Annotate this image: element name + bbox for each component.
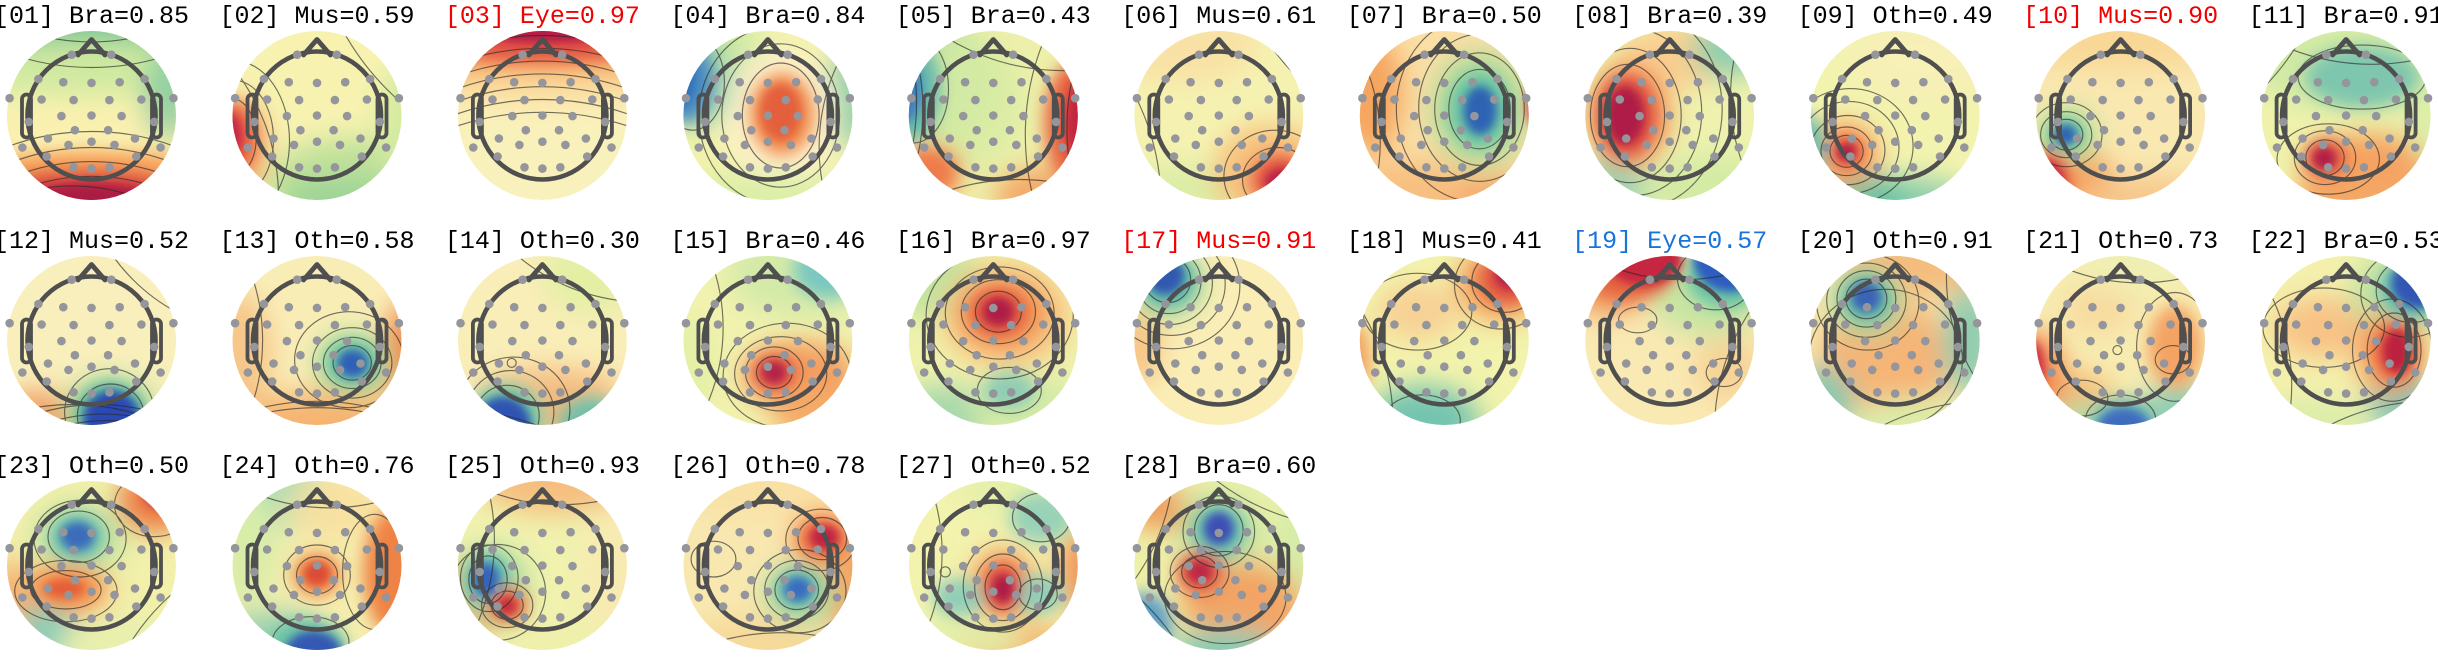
svg-text:[27] Oth=0.52: [27] Oth=0.52 (896, 452, 1091, 481)
svg-text:[08] Bra=0.39: [08] Bra=0.39 (1572, 2, 1767, 31)
svg-text:[28] Bra=0.60: [28] Bra=0.60 (1121, 452, 1316, 481)
svg-text:[15] Bra=0.46: [15] Bra=0.46 (670, 227, 865, 256)
svg-text:[18] Mus=0.41: [18] Mus=0.41 (1347, 227, 1542, 256)
svg-text:[26] Oth=0.78: [26] Oth=0.78 (670, 452, 865, 481)
svg-text:[25] Oth=0.93: [25] Oth=0.93 (445, 452, 640, 481)
svg-text:[03] Eye=0.97: [03] Eye=0.97 (445, 2, 640, 31)
svg-text:[16] Bra=0.97: [16] Bra=0.97 (896, 227, 1091, 256)
svg-text:[20] Oth=0.91: [20] Oth=0.91 (1798, 227, 1993, 256)
svg-text:[14] Oth=0.30: [14] Oth=0.30 (445, 227, 640, 256)
svg-text:[17] Mus=0.91: [17] Mus=0.91 (1121, 227, 1316, 256)
svg-text:[09] Oth=0.49: [09] Oth=0.49 (1798, 2, 1993, 31)
svg-text:[01] Bra=0.85: [01] Bra=0.85 (0, 2, 189, 31)
svg-text:[19] Eye=0.57: [19] Eye=0.57 (1572, 227, 1767, 256)
svg-text:[02] Mus=0.59: [02] Mus=0.59 (219, 2, 414, 31)
svg-text:[22] Bra=0.53: [22] Bra=0.53 (2249, 227, 2438, 256)
svg-text:[23] Oth=0.50: [23] Oth=0.50 (0, 452, 189, 481)
svg-text:[12] Mus=0.52: [12] Mus=0.52 (0, 227, 189, 256)
svg-text:[11] Bra=0.91: [11] Bra=0.91 (2249, 2, 2438, 31)
svg-text:[13] Oth=0.58: [13] Oth=0.58 (219, 227, 414, 256)
svg-text:[05] Bra=0.43: [05] Bra=0.43 (896, 2, 1091, 31)
svg-text:[04] Bra=0.84: [04] Bra=0.84 (670, 2, 865, 31)
svg-text:[21] Oth=0.73: [21] Oth=0.73 (2023, 227, 2218, 256)
svg-text:[07] Bra=0.50: [07] Bra=0.50 (1347, 2, 1542, 31)
svg-text:[06] Mus=0.61: [06] Mus=0.61 (1121, 2, 1316, 31)
svg-text:[10] Mus=0.90: [10] Mus=0.90 (2023, 2, 2218, 31)
svg-text:[24] Oth=0.76: [24] Oth=0.76 (219, 452, 414, 481)
